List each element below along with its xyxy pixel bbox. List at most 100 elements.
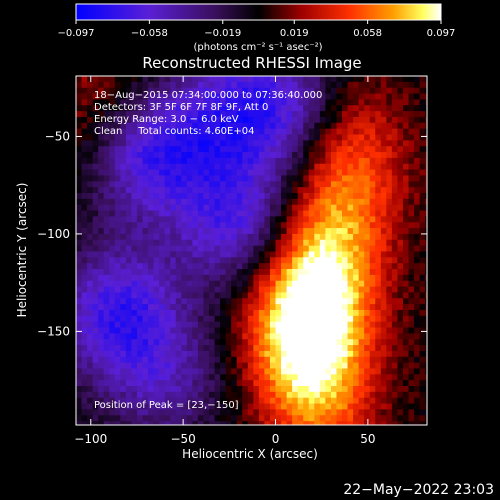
heatmap-cell bbox=[342, 286, 349, 294]
heatmap-cell bbox=[247, 116, 254, 124]
heatmap-cell bbox=[148, 99, 155, 106]
heatmap-cell bbox=[225, 304, 232, 311]
heatmap-cell bbox=[391, 140, 399, 147]
heatmap-cell bbox=[286, 152, 293, 159]
heatmap-cell bbox=[358, 409, 365, 416]
heatmap-cell bbox=[408, 187, 415, 194]
heatmap-cell bbox=[369, 333, 376, 340]
heatmap-cell bbox=[131, 87, 138, 95]
heatmap-cell bbox=[164, 81, 171, 89]
heatmap-cell bbox=[159, 152, 166, 159]
heatmap-cell bbox=[253, 327, 260, 334]
heatmap-cell bbox=[358, 333, 365, 340]
heatmap-cell bbox=[414, 239, 421, 247]
heatmap-cell bbox=[253, 263, 260, 270]
heatmap-cell bbox=[131, 175, 138, 182]
heatmap-cell bbox=[375, 421, 382, 425]
heatmap-cell bbox=[281, 222, 288, 229]
chart-title: Reconstructed RHESSI Image bbox=[142, 54, 361, 72]
heatmap-cell bbox=[153, 391, 160, 399]
heatmap-cell bbox=[303, 105, 310, 112]
heatmap-cell bbox=[258, 111, 266, 118]
heatmap-cell bbox=[303, 304, 310, 311]
heatmap-cell bbox=[175, 146, 182, 153]
heatmap-cell bbox=[192, 409, 199, 416]
heatmap-cell bbox=[336, 192, 343, 200]
heatmap-cell bbox=[125, 374, 133, 381]
heatmap-cell bbox=[214, 169, 221, 177]
heatmap-cell bbox=[103, 99, 110, 106]
heatmap-cell bbox=[192, 187, 199, 194]
heatmap-cell bbox=[325, 163, 332, 171]
heatmap-cell bbox=[369, 87, 376, 95]
heatmap-cell bbox=[98, 269, 105, 276]
heatmap-cell bbox=[314, 99, 321, 106]
heatmap-cell bbox=[308, 81, 315, 89]
heatmap-cell bbox=[369, 210, 376, 217]
heatmap-cell bbox=[303, 169, 310, 177]
heatmap-cell bbox=[192, 128, 199, 136]
heatmap-cell bbox=[258, 116, 266, 124]
heatmap-cell bbox=[203, 298, 210, 305]
heatmap-cell bbox=[164, 239, 171, 247]
heatmap-cell bbox=[364, 286, 371, 294]
heatmap-cell bbox=[275, 356, 282, 364]
heatmap-cell bbox=[225, 368, 232, 375]
heatmap-cell bbox=[164, 128, 171, 136]
heatmap-cell bbox=[330, 327, 338, 334]
heatmap-cell bbox=[220, 321, 227, 329]
heatmap-cell bbox=[225, 157, 232, 165]
heatmap-cell bbox=[353, 187, 360, 194]
heatmap-cell bbox=[264, 269, 271, 276]
heatmap-cell bbox=[425, 122, 427, 130]
heatmap-cell bbox=[153, 122, 160, 130]
heatmap-cell bbox=[76, 204, 83, 212]
heatmap-cell bbox=[231, 309, 238, 317]
heatmap-cell bbox=[114, 181, 121, 188]
heatmap-cell bbox=[164, 356, 171, 364]
heatmap-cell bbox=[242, 245, 249, 253]
heatmap-cell bbox=[336, 403, 343, 410]
heatmap-cell bbox=[148, 315, 155, 323]
heatmap-cell bbox=[292, 269, 299, 276]
heatmap-cell bbox=[109, 239, 116, 247]
heatmap-cell bbox=[247, 315, 254, 323]
heatmap-cell bbox=[164, 263, 171, 270]
heatmap-cell bbox=[114, 146, 121, 153]
heatmap-cell bbox=[220, 187, 227, 194]
heatmap-cell bbox=[336, 87, 343, 95]
heatmap-cell bbox=[303, 286, 310, 294]
heatmap-cell bbox=[286, 116, 293, 124]
heatmap-cell bbox=[247, 181, 254, 188]
heatmap-cell bbox=[136, 374, 144, 381]
heatmap-cell bbox=[225, 269, 232, 276]
heatmap-cell bbox=[159, 181, 166, 188]
heatmap-cell bbox=[358, 128, 365, 136]
heatmap-cell bbox=[114, 397, 121, 405]
heatmap-cell bbox=[419, 81, 426, 89]
heatmap-cell bbox=[81, 140, 88, 147]
heatmap-cell bbox=[408, 146, 415, 153]
heatmap-cell bbox=[353, 87, 360, 95]
heatmap-cell bbox=[203, 315, 210, 323]
heatmap-cell bbox=[402, 251, 410, 258]
heatmap-cell bbox=[92, 315, 99, 323]
heatmap-cell bbox=[114, 350, 121, 358]
heatmap-cell bbox=[247, 111, 254, 118]
heatmap-cell bbox=[159, 298, 166, 305]
heatmap-cell bbox=[197, 397, 205, 405]
heatmap-cell bbox=[125, 198, 133, 206]
heatmap-cell bbox=[342, 216, 349, 223]
heatmap-cell bbox=[303, 187, 310, 194]
heatmap-cell bbox=[220, 292, 227, 299]
heatmap-cell bbox=[336, 397, 343, 405]
heatmap-cell bbox=[231, 350, 238, 358]
heatmap-cell bbox=[148, 233, 155, 241]
heatmap-cell bbox=[242, 116, 249, 124]
heatmap-cell bbox=[159, 280, 166, 288]
heatmap-cell bbox=[408, 140, 415, 147]
heatmap-cell bbox=[397, 368, 404, 375]
heatmap-cell bbox=[181, 380, 188, 387]
heatmap-cell bbox=[209, 263, 216, 270]
heatmap-cell bbox=[281, 93, 288, 100]
